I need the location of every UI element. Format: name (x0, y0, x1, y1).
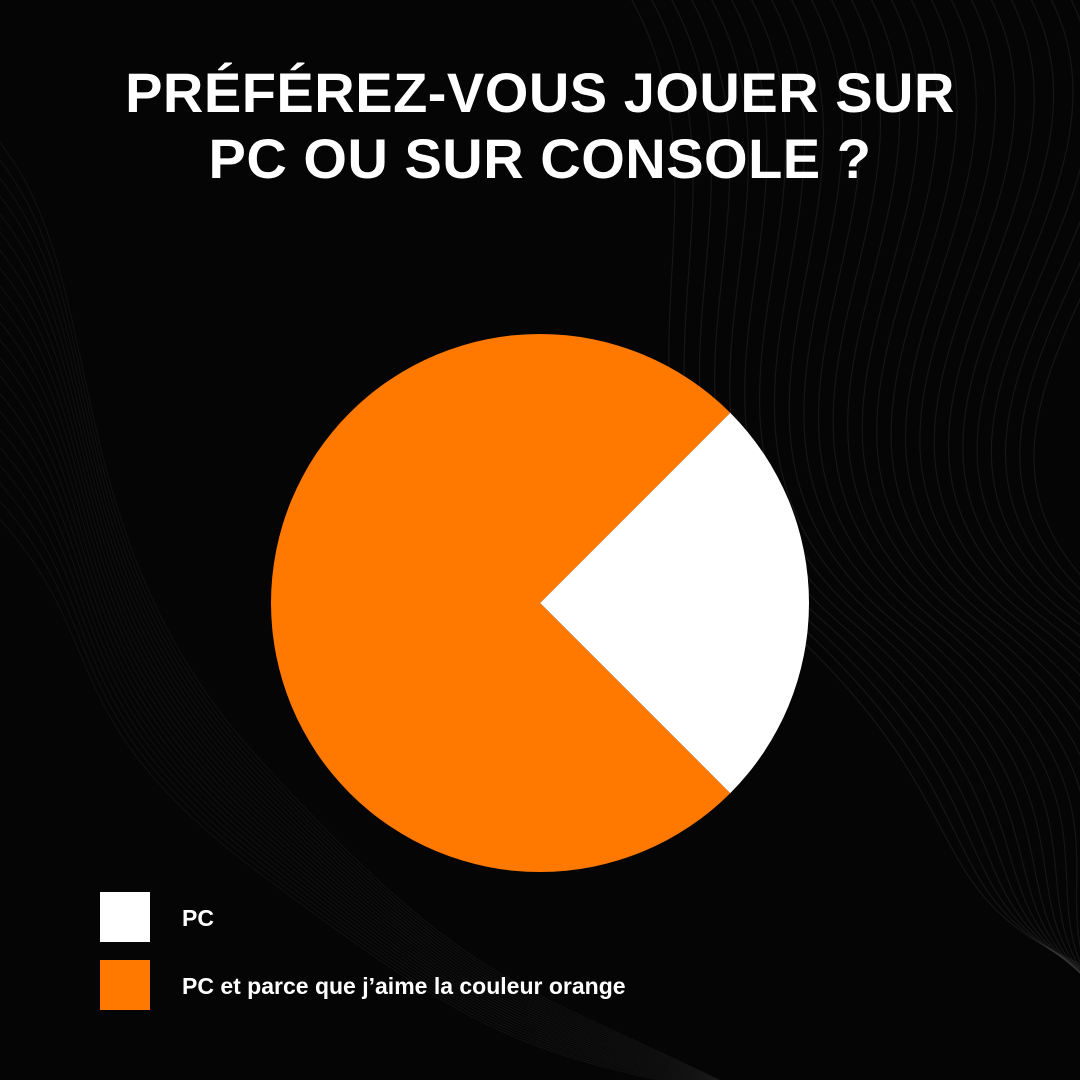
background-line (876, 0, 1080, 731)
background-line (0, 321, 704, 1080)
background-line (788, 0, 1080, 973)
background-line (0, 285, 709, 1080)
background-line (0, 357, 699, 1080)
background-line (847, 0, 1080, 793)
background-line (990, 0, 1080, 615)
chart-title-line-2: PC OU SUR CONSOLE ? (208, 127, 872, 190)
background-line (0, 464, 678, 1080)
background-line (919, 0, 1080, 677)
background-line (0, 393, 693, 1080)
background-line (0, 177, 718, 1080)
background-line (817, 0, 1080, 964)
background-line (0, 428, 686, 1080)
background-line (890, 0, 1080, 711)
background-line (947, 0, 1080, 650)
background-line (710, 0, 1080, 973)
legend-label-orange: PC et parce que j’aime la couleur orange (182, 973, 626, 999)
chart-title-line-1: PRÉFÉREZ-VOUS JOUER SUR (125, 61, 955, 124)
background-line (770, 0, 1080, 974)
chart-title: PRÉFÉREZ-VOUS JOUER SUR PC OU SUR CONSOL… (0, 60, 1080, 192)
background-line (0, 500, 668, 1080)
legend-swatch-orange (100, 960, 150, 1010)
pie-slice-orange (270, 334, 731, 872)
background-line (0, 231, 714, 1080)
background-line (0, 159, 720, 1080)
legend-label-pc: PC (182, 905, 214, 931)
background-line (0, 339, 702, 1080)
background-line (0, 482, 673, 1080)
background-line (0, 142, 721, 1080)
background-line (905, 0, 1080, 693)
background-line (0, 213, 716, 1080)
background-line (861, 0, 1080, 757)
background-line (976, 0, 1080, 626)
background-line (0, 249, 712, 1080)
background-line (803, 0, 1080, 970)
pie-slice-pc (540, 412, 809, 794)
background-line (0, 375, 696, 1080)
legend-swatch-pc (100, 892, 150, 942)
background-line (1004, 220, 1080, 603)
background-line (0, 303, 707, 1080)
background-line (832, 0, 1080, 949)
background-line (750, 0, 1080, 974)
background-line (0, 518, 662, 1080)
background-line (0, 446, 682, 1080)
background-line (0, 195, 717, 1080)
background-line (0, 267, 711, 1080)
background-line (933, 0, 1080, 662)
background-line (962, 0, 1080, 637)
background-line (730, 0, 1080, 974)
background-line (0, 410, 690, 1080)
